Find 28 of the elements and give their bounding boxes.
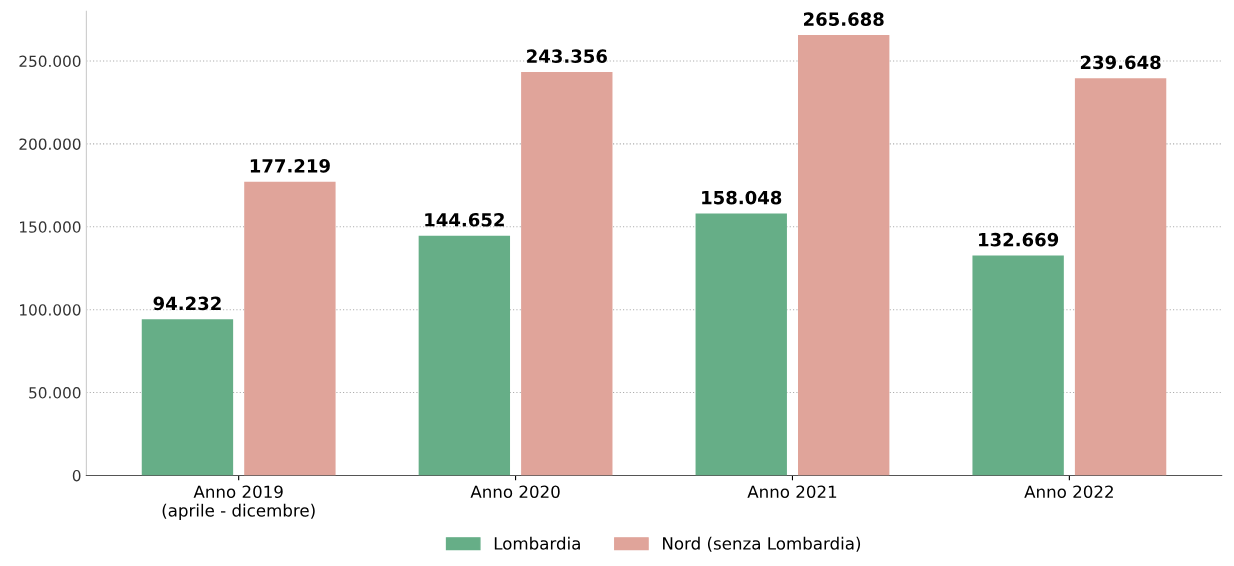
bar bbox=[244, 181, 336, 476]
bar bbox=[972, 255, 1064, 476]
text: 144.652 bbox=[425, 212, 504, 227]
text: 265.688 bbox=[804, 12, 884, 26]
text: 132.669 bbox=[979, 232, 1059, 247]
y-tick-label: 0 bbox=[72, 469, 81, 482]
text: 177.219 bbox=[250, 158, 330, 173]
bar bbox=[141, 319, 234, 476]
text: 158.048 bbox=[702, 190, 782, 205]
x-tick-label: Anno 2021 bbox=[747, 485, 837, 499]
legend-label: Lombardia bbox=[494, 536, 580, 550]
y-tick-label: 250.000 bbox=[19, 55, 81, 68]
y-tick-label: 50.000 bbox=[29, 387, 81, 399]
x-tick-label: Anno 2022 bbox=[1024, 485, 1113, 499]
y-tick-label: 200.000 bbox=[19, 138, 81, 150]
y-tick-label: 150.000 bbox=[20, 221, 81, 233]
legend-label: Nord (senza Lombardia) bbox=[663, 536, 861, 552]
bar bbox=[521, 72, 613, 476]
bar bbox=[798, 35, 890, 476]
x-tick-label: Anno 2020 bbox=[470, 485, 560, 499]
bar bbox=[695, 213, 787, 476]
bar bbox=[418, 235, 511, 476]
bar bbox=[1074, 78, 1167, 476]
text: 239.648 bbox=[1080, 55, 1161, 70]
text: 243.356 bbox=[527, 49, 607, 64]
x-tick-label: Anno 2019 (aprile - dicembre) bbox=[162, 485, 315, 520]
y-tick-label: 100.000 bbox=[20, 304, 81, 316]
text: 94.232 bbox=[153, 296, 221, 311]
